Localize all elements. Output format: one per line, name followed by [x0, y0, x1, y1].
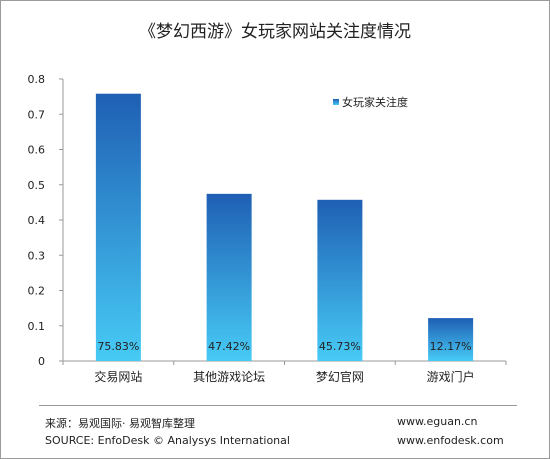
- footer-divider: [39, 405, 517, 406]
- y-tick-label: 0.5: [28, 179, 46, 192]
- y-tick-label: 0.8: [28, 73, 46, 86]
- x-tick-label: 梦幻官网: [316, 369, 364, 384]
- data-label: 47.42%: [208, 340, 250, 353]
- y-tick-label: 0.2: [28, 285, 46, 298]
- bar: [428, 318, 474, 361]
- legend-swatch: [333, 99, 339, 105]
- data-label: 12.17%: [430, 340, 472, 353]
- x-tick-label: 游戏门户: [427, 369, 475, 384]
- y-tick-label: 0: [38, 355, 45, 368]
- y-tick-label: 0.4: [28, 214, 46, 227]
- source-en: SOURCE: EnfoDesk © Analysys Internationa…: [45, 434, 290, 447]
- chart-title: 《梦幻西游》女玩家网站关注度情况: [139, 22, 411, 42]
- source-cn: 来源：易观国际· 易观智库整理: [45, 417, 195, 430]
- y-tick-label: 0.3: [28, 249, 46, 262]
- y-tick-label: 0.7: [28, 108, 46, 121]
- website-enfodesk: www.enfodesk.com: [397, 434, 504, 447]
- y-tick-label: 0.6: [28, 144, 46, 157]
- bar: [206, 193, 252, 361]
- website-eguan: www.eguan.cn: [397, 415, 478, 428]
- x-tick-label: 交易网站: [94, 369, 142, 384]
- data-label: 75.83%: [97, 340, 139, 353]
- chart-legend: 女玩家关注度: [333, 94, 408, 110]
- data-label: 45.73%: [319, 340, 361, 353]
- bar: [95, 93, 141, 361]
- x-tick-label: 其他游戏论坛: [193, 370, 265, 384]
- y-tick-label: 0.1: [28, 320, 46, 333]
- bar: [317, 199, 363, 361]
- legend-label: 女玩家关注度: [342, 96, 408, 109]
